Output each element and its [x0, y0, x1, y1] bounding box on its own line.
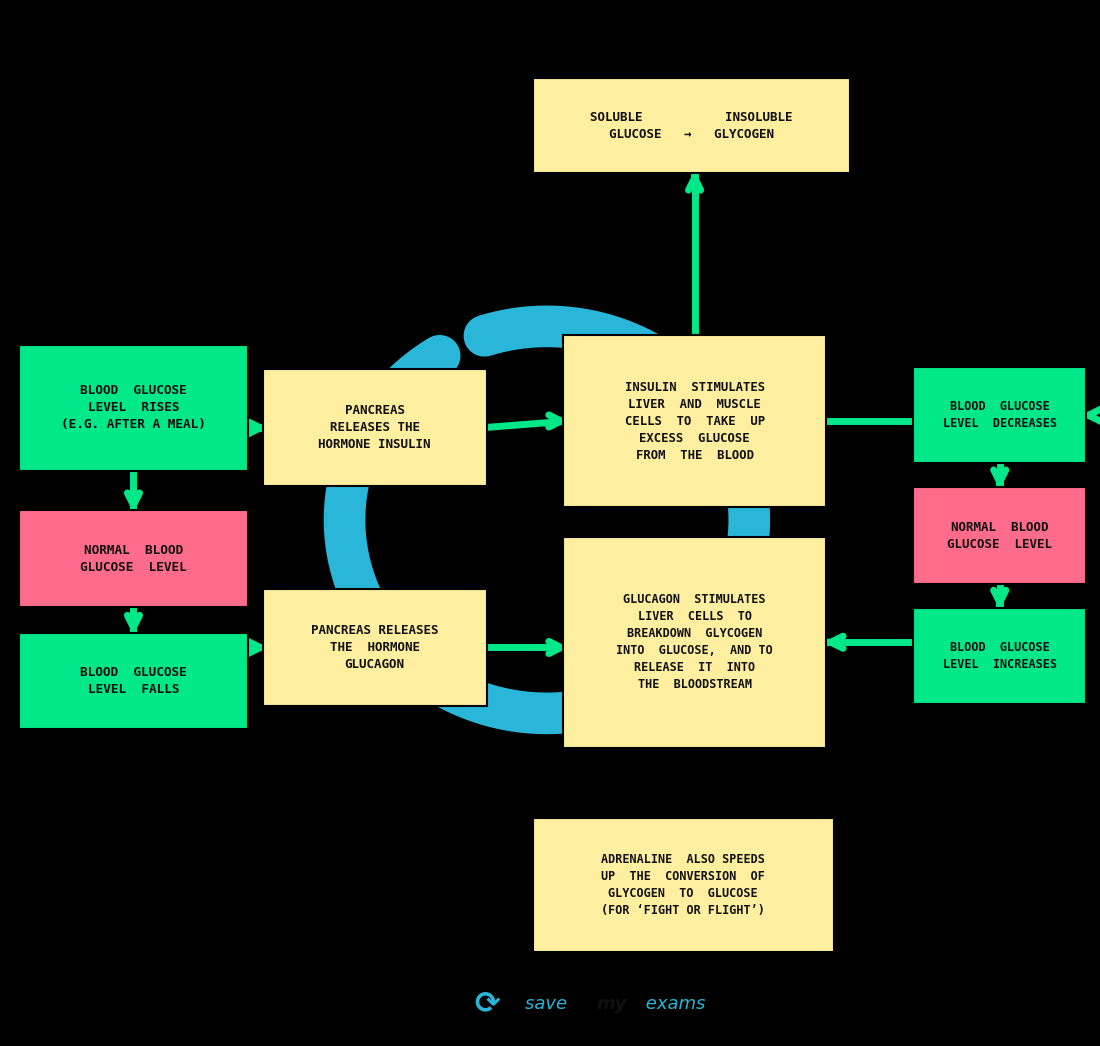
FancyBboxPatch shape	[913, 367, 1086, 463]
Text: NORMAL  BLOOD
GLUCOSE  LEVEL: NORMAL BLOOD GLUCOSE LEVEL	[947, 521, 1053, 550]
FancyBboxPatch shape	[532, 78, 850, 173]
FancyBboxPatch shape	[913, 487, 1086, 584]
Text: ⟳: ⟳	[474, 990, 499, 1019]
Text: exams: exams	[640, 995, 705, 1014]
FancyBboxPatch shape	[263, 589, 487, 706]
FancyBboxPatch shape	[913, 608, 1086, 704]
Text: BLOOD  GLUCOSE
LEVEL  RISES
(E.G. AFTER A MEAL): BLOOD GLUCOSE LEVEL RISES (E.G. AFTER A …	[60, 385, 206, 431]
FancyBboxPatch shape	[19, 633, 249, 729]
FancyBboxPatch shape	[563, 537, 826, 748]
Text: SOLUBLE           INSOLUBLE
GLUCOSE   →   GLYCOGEN: SOLUBLE INSOLUBLE GLUCOSE → GLYCOGEN	[590, 111, 793, 140]
Text: INSULIN  STIMULATES
LIVER  AND  MUSCLE
CELLS  TO  TAKE  UP
EXCESS  GLUCOSE
FROM : INSULIN STIMULATES LIVER AND MUSCLE CELL…	[625, 381, 764, 461]
Text: PANCREAS RELEASES
THE  HORMONE
GLUCAGON: PANCREAS RELEASES THE HORMONE GLUCAGON	[311, 624, 439, 670]
Text: BLOOD  GLUCOSE
LEVEL  DECREASES: BLOOD GLUCOSE LEVEL DECREASES	[943, 401, 1057, 430]
Text: PANCREAS
RELEASES THE
HORMONE INSULIN: PANCREAS RELEASES THE HORMONE INSULIN	[318, 405, 431, 451]
Text: BLOOD  GLUCOSE
LEVEL  FALLS: BLOOD GLUCOSE LEVEL FALLS	[80, 666, 187, 696]
Text: BLOOD  GLUCOSE
LEVEL  INCREASES: BLOOD GLUCOSE LEVEL INCREASES	[943, 641, 1057, 670]
FancyBboxPatch shape	[19, 510, 249, 607]
Text: my: my	[596, 995, 627, 1014]
FancyBboxPatch shape	[563, 335, 826, 507]
Text: ADRENALINE  ALSO SPEEDS
UP  THE  CONVERSION  OF
GLYCOGEN  TO  GLUCOSE
(FOR ‘FIGH: ADRENALINE ALSO SPEEDS UP THE CONVERSION…	[602, 852, 764, 917]
Text: save: save	[525, 995, 573, 1014]
FancyBboxPatch shape	[19, 345, 249, 471]
FancyBboxPatch shape	[263, 369, 487, 486]
Text: NORMAL  BLOOD
GLUCOSE  LEVEL: NORMAL BLOOD GLUCOSE LEVEL	[80, 544, 187, 573]
FancyBboxPatch shape	[532, 818, 834, 952]
Text: GLUCAGON  STIMULATES
LIVER  CELLS  TO
BREAKDOWN  GLYCOGEN
INTO  GLUCOSE,  AND TO: GLUCAGON STIMULATES LIVER CELLS TO BREAK…	[616, 593, 773, 691]
